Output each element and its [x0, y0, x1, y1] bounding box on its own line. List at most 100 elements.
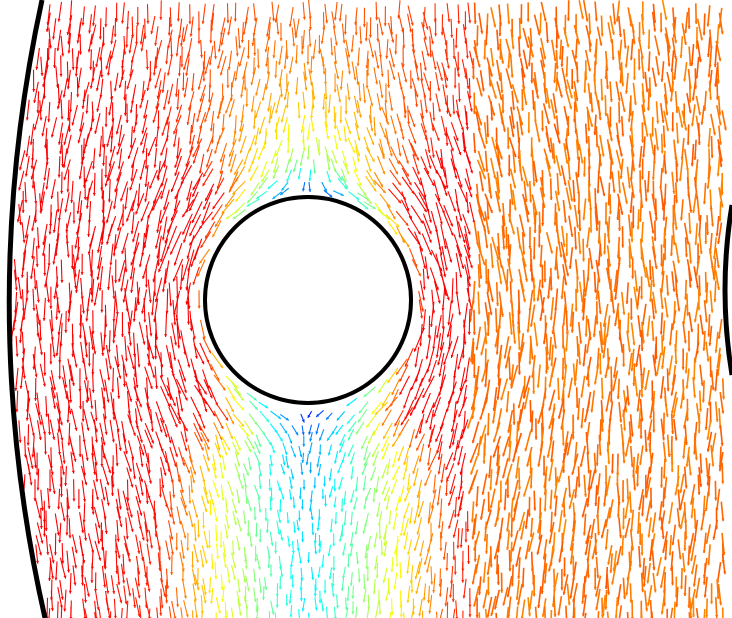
- velocity-arrow: [99, 266, 104, 291]
- velocity-arrow: [545, 333, 549, 355]
- velocity-arrow: [659, 167, 663, 190]
- velocity-arrowhead: [308, 431, 312, 435]
- velocity-arrow: [663, 82, 668, 105]
- velocity-arrowhead: [429, 54, 433, 58]
- velocity-arrow: [562, 264, 567, 286]
- velocity-arrowhead: [666, 388, 670, 392]
- velocity-arrow: [190, 318, 196, 340]
- velocity-arrow: [165, 45, 169, 65]
- velocity-arrowhead: [674, 437, 678, 441]
- velocity-arrowhead: [275, 110, 278, 114]
- velocity-arrow: [407, 105, 410, 125]
- velocity-arrowhead: [457, 366, 461, 370]
- velocity-arrow: [130, 126, 133, 149]
- velocity-arrow: [422, 11, 429, 30]
- velocity-arrow: [227, 16, 232, 36]
- velocity-arrow: [40, 182, 45, 204]
- velocity-arrowhead: [624, 409, 628, 413]
- velocity-arrow: [333, 61, 339, 80]
- velocity-arrow: [97, 245, 103, 270]
- velocity-arrowhead: [641, 32, 645, 35]
- velocity-arrow: [462, 128, 466, 151]
- velocity-arrowhead: [264, 405, 269, 409]
- velocity-arrow: [621, 116, 624, 137]
- velocity-arrowhead: [468, 20, 472, 24]
- velocity-arrowhead: [654, 310, 658, 314]
- velocity-arrowhead: [720, 31, 724, 35]
- velocity-arrowhead: [106, 241, 109, 245]
- velocity-arrow: [159, 375, 170, 397]
- velocity-arrow: [692, 376, 696, 398]
- velocity-arrowhead: [102, 163, 106, 166]
- velocity-arrow: [504, 345, 512, 369]
- velocity-arrow: [439, 365, 446, 391]
- velocity-arrow: [518, 17, 521, 40]
- velocity-arrow: [641, 321, 645, 344]
- velocity-arrowhead: [56, 209, 60, 213]
- velocity-arrow: [167, 462, 174, 484]
- velocity-arrow: [654, 198, 658, 221]
- velocity-arrow: [688, 242, 692, 264]
- velocity-arrowhead: [649, 277, 653, 281]
- velocity-arrowhead: [52, 261, 56, 265]
- velocity-arrow: [430, 249, 443, 272]
- velocity-arrowhead: [177, 345, 181, 349]
- velocity-arrowhead: [400, 422, 404, 426]
- velocity-arrowhead: [468, 490, 472, 494]
- velocity-arrowhead: [395, 171, 398, 175]
- velocity-arrowhead: [673, 56, 677, 59]
- velocity-arrowhead: [167, 403, 171, 407]
- velocity-arrowhead: [96, 108, 100, 112]
- velocity-arrow: [576, 61, 579, 83]
- velocity-arrow: [102, 466, 110, 486]
- velocity-arrowhead: [593, 132, 597, 135]
- velocity-arrow: [52, 18, 57, 40]
- velocity-arrowhead: [423, 67, 427, 71]
- velocity-arrowhead: [124, 373, 128, 377]
- velocity-arrowhead: [479, 122, 483, 126]
- velocity-arrowhead: [454, 175, 458, 179]
- velocity-arrowhead: [335, 146, 339, 150]
- velocity-arrow: [133, 386, 142, 408]
- velocity-arrowhead: [333, 89, 337, 93]
- velocity-arrowhead: [469, 108, 473, 112]
- velocity-arrowhead: [124, 206, 128, 210]
- velocity-arrowhead: [552, 160, 556, 164]
- velocity-arrow: [431, 50, 437, 70]
- velocity-arrow: [545, 157, 552, 178]
- velocity-arrow: [466, 287, 473, 312]
- velocity-arrowhead: [136, 22, 140, 26]
- velocity-arrowhead: [423, 130, 427, 134]
- velocity-arrowhead: [248, 448, 251, 453]
- velocity-arrowhead: [446, 110, 450, 114]
- velocity-arrow: [716, 78, 719, 100]
- velocity-arrowhead: [694, 21, 698, 24]
- velocity-arrow: [512, 189, 517, 211]
- velocity-arrow: [550, 440, 555, 463]
- velocity-arrow: [612, 370, 619, 392]
- velocity-arrowhead: [370, 477, 373, 481]
- velocity-arrowhead: [149, 386, 153, 390]
- velocity-arrowhead: [250, 109, 254, 113]
- velocity-arrow: [630, 38, 634, 61]
- velocity-arrow: [407, 227, 421, 246]
- velocity-arrow: [374, 401, 389, 416]
- velocity-arrow: [694, 223, 698, 246]
- velocity-arrowhead: [123, 112, 127, 116]
- velocity-arrowhead: [383, 435, 386, 439]
- velocity-arrow: [532, 165, 535, 187]
- velocity-arrowhead: [575, 109, 579, 113]
- velocity-arrowhead: [272, 170, 276, 174]
- velocity-arrowhead: [43, 372, 47, 376]
- velocity-arrowhead: [76, 211, 80, 214]
- velocity-arrow: [489, 79, 497, 99]
- velocity-arrowhead: [371, 158, 375, 162]
- velocity-arrow: [696, 198, 701, 222]
- velocity-arrowhead: [641, 139, 645, 143]
- velocity-arrow: [126, 200, 135, 222]
- velocity-arrow: [391, 378, 400, 396]
- velocity-arrow: [403, 99, 406, 119]
- velocity-arrowhead: [723, 127, 727, 131]
- velocity-arrow: [50, 178, 56, 200]
- velocity-arrow: [507, 409, 514, 433]
